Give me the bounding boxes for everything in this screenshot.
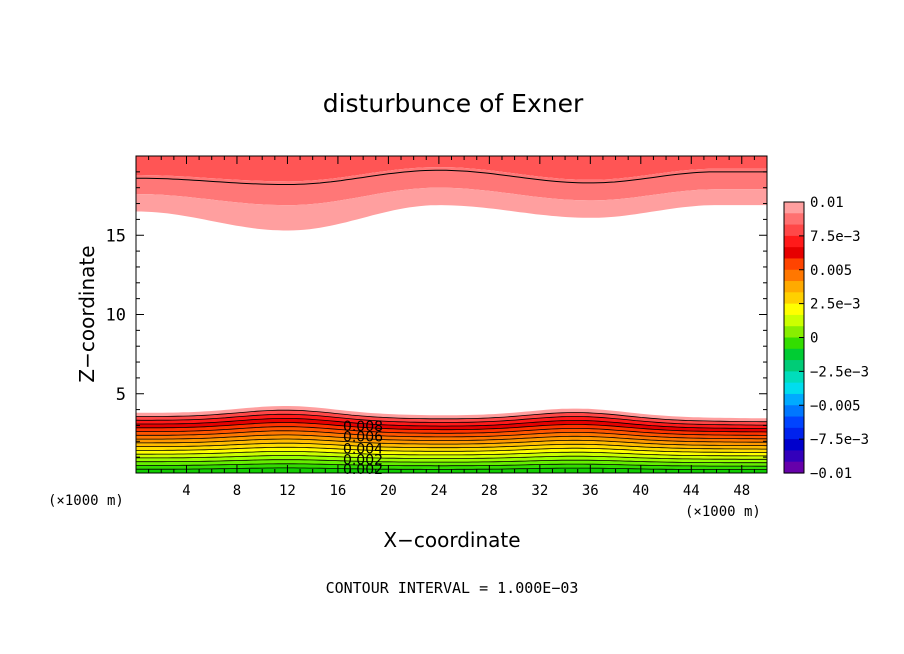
y-axis: 5 10 15 — [106, 171, 767, 458]
lower-contour-line-5 — [135, 426, 767, 436]
lower-contour-line-3 — [136, 417, 768, 429]
x-axis-unit-right: (×1000 m) — [685, 504, 761, 520]
y-tick-label: 10 — [106, 306, 126, 326]
lower-contour-line-9 — [136, 442, 767, 450]
y-tick-label: 15 — [106, 226, 126, 246]
x-tick-label: 16 — [329, 483, 346, 499]
colorbar: 0.01 7.5e−3 0.005 2.5e−3 0 −2.5e−3 −0.005 −7.5e… — [783, 195, 869, 482]
x-tick-label: 44 — [683, 483, 700, 499]
y-axis-label: Z−coordinate — [75, 245, 99, 382]
colorbar-swatch — [784, 382, 804, 395]
colorbar-tick-label: −0.005 — [810, 398, 861, 414]
x-tick-label: 24 — [430, 483, 447, 499]
colorbar-swatch — [784, 303, 804, 316]
lower-contour-line-11 — [136, 450, 767, 457]
colorbar-swatch — [784, 450, 804, 463]
contour-interval-note: CONTOUR INTERVAL = 1.000E−03 — [326, 579, 579, 597]
contour-label: 0.002 — [343, 453, 383, 469]
colorbar-swatch — [784, 314, 804, 327]
upper-contour-line — [136, 169, 767, 185]
colorbar-swatch — [784, 416, 804, 429]
colorbar-swatch — [784, 292, 804, 305]
x-axis-label: X−coordinate — [383, 528, 520, 552]
colorbar-swatch — [784, 371, 804, 384]
x-tick-label: 4 — [182, 483, 190, 499]
colorbar-swatch — [784, 405, 804, 418]
colorbar-swatch — [784, 202, 804, 214]
colorbar-tick-label: −0.01 — [810, 466, 852, 482]
colorbar-swatch — [784, 427, 804, 440]
x-axis: 4 8 12 16 20 24 28 32 36 40 44 48 — [148, 156, 755, 499]
upper-band-2 — [136, 187, 767, 231]
colorbar-swatch — [784, 213, 804, 226]
colorbar-swatch — [784, 360, 804, 372]
x-tick-label: 48 — [733, 483, 750, 499]
colorbar-swatch — [784, 461, 804, 474]
lower-contour-line-6 — [136, 430, 767, 440]
x-tick-label: 36 — [582, 483, 599, 499]
x-tick-label: 32 — [531, 483, 548, 499]
colorbar-swatch — [784, 348, 804, 361]
colorbar-swatch — [784, 247, 804, 260]
contour-label: 0.008 — [343, 419, 383, 435]
colorbar-swatch — [784, 393, 804, 406]
x-tick-label: 12 — [279, 483, 296, 499]
contour-label: 0.004 — [343, 441, 383, 457]
upper-band-0 — [136, 156, 767, 182]
colorbar-tick-label: 0.01 — [810, 195, 844, 211]
x-tick-label: 40 — [632, 483, 649, 499]
x-tick-label: 8 — [233, 483, 241, 499]
colorbar-swatch — [784, 258, 804, 271]
colorbar-swatch — [784, 439, 804, 452]
lower-contour-line-12 — [136, 455, 767, 460]
lower-contour-line-1 — [136, 409, 767, 423]
lower-contour-line-2 — [135, 413, 767, 426]
upper-band-1 — [136, 167, 767, 206]
colorbar-tick-label: 2.5e−3 — [810, 297, 861, 313]
lower-contour-line-8 — [135, 438, 768, 447]
lower-contour-line-10 — [136, 446, 767, 453]
x-tick-label: 20 — [380, 483, 397, 499]
colorbar-swatch — [784, 326, 804, 339]
lower-contour-line-7 — [136, 434, 767, 443]
colorbar-swatch — [784, 269, 804, 282]
colorbar-swatch — [784, 224, 804, 237]
y-tick-label: 5 — [116, 385, 126, 405]
colorbar-tick-label: −2.5e−3 — [810, 364, 869, 380]
colorbar-tick-label: 7.5e−3 — [810, 229, 861, 245]
lower-contour-line-14 — [136, 463, 767, 467]
colorbar-swatch — [784, 281, 804, 293]
colorbar-tick-label: 0 — [810, 331, 818, 347]
contour-label: 0.006 — [343, 430, 383, 446]
colorbar-tick-label: 0.005 — [810, 263, 852, 279]
lower-contour-line-13 — [136, 459, 767, 464]
x-axis-unit-left: (×1000 m) — [48, 493, 124, 509]
colorbar-tick-label: −7.5e−3 — [810, 432, 869, 448]
colorbar-swatch — [784, 337, 804, 350]
colorbar-swatch — [784, 235, 804, 248]
chart-title: disturbunce of Exner — [323, 89, 584, 118]
x-tick-label: 28 — [481, 483, 498, 499]
lower-contour-line-4 — [136, 422, 768, 433]
